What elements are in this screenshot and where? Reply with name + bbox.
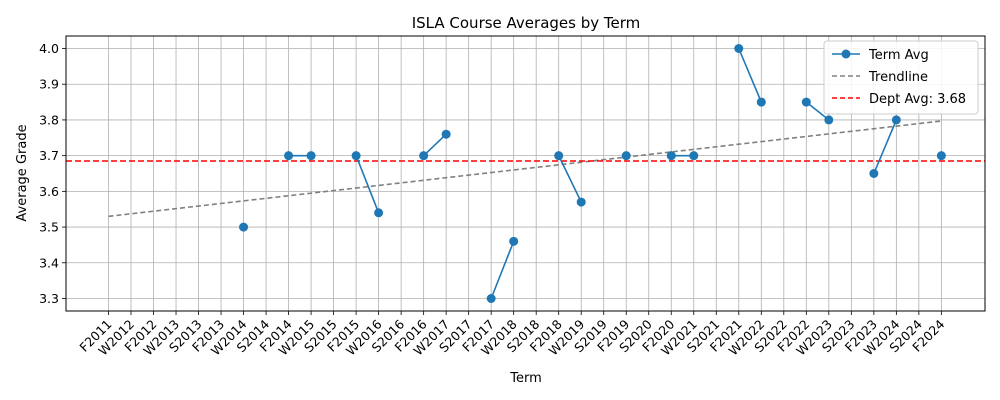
term-avg-point <box>891 115 901 125</box>
term-avg-point <box>869 169 879 178</box>
y-tick-label: 3.9 <box>39 77 59 92</box>
term-avg-point <box>306 151 316 161</box>
term-avg-point <box>509 236 519 246</box>
legend-dept-avg-label: Dept Avg: 3.68 <box>869 92 966 107</box>
term-avg-point <box>419 151 429 161</box>
chart-title: ISLA Course Averages by Term <box>412 14 641 32</box>
legend: Term Avg Trendline Dept Avg: 3.68 <box>823 40 979 115</box>
term-avg-segment <box>355 155 380 214</box>
plot-frame <box>65 35 986 312</box>
legend-term-avg-marker <box>841 49 851 59</box>
term-avg-point <box>824 115 834 125</box>
term-avg-point <box>351 151 361 161</box>
x-axis-label: Term <box>509 371 542 386</box>
trendline <box>108 120 942 218</box>
legend-trendline-label: Trendline <box>868 70 928 85</box>
y-tick-label: 4.0 <box>39 41 59 56</box>
x-axis: F2011W2012F2012W2013S2013F2013W2014S2014… <box>76 311 948 358</box>
term-avg-point <box>666 151 676 161</box>
term-avg-point <box>689 151 699 161</box>
term-avg-point <box>239 222 249 232</box>
y-tick-label: 3.8 <box>39 112 59 127</box>
term-avg-point <box>756 97 766 107</box>
term-avg-point <box>576 197 586 207</box>
y-tick-label: 3.6 <box>39 184 59 199</box>
term-avg-segment <box>738 48 763 103</box>
legend-term-avg-label: Term Avg <box>868 48 929 63</box>
term-avg-point <box>486 294 496 303</box>
y-tick-label: 3.3 <box>39 291 59 306</box>
term-avg-lines <box>288 48 898 299</box>
y-axis-label: Average Grade <box>15 124 30 221</box>
y-tick-label: 3.5 <box>39 220 59 235</box>
legend-box <box>823 40 979 115</box>
term-avg-point <box>441 129 451 139</box>
term-avg-segment <box>873 119 898 174</box>
term-avg-points <box>239 44 946 303</box>
term-avg-point <box>936 151 946 161</box>
term-avg-point <box>734 44 744 53</box>
term-avg-segment <box>557 155 582 203</box>
y-axis: 3.3 3.4 3.5 3.6 3.7 3.8 3.9 4.0 <box>39 41 66 306</box>
term-avg-point <box>374 208 384 218</box>
term-avg-point <box>554 151 564 161</box>
term-avg-segment <box>805 101 830 121</box>
y-tick-label: 3.7 <box>39 148 59 163</box>
y-tick-label: 3.4 <box>39 255 59 270</box>
term-avg-segment <box>423 133 447 157</box>
term-avg-point <box>621 151 631 161</box>
term-avg-point <box>284 151 294 161</box>
term-avg-segment <box>490 241 515 299</box>
y-gridlines <box>66 48 985 299</box>
term-avg-point <box>801 97 811 107</box>
reference-lines <box>66 120 985 218</box>
x-gridlines <box>108 36 942 311</box>
